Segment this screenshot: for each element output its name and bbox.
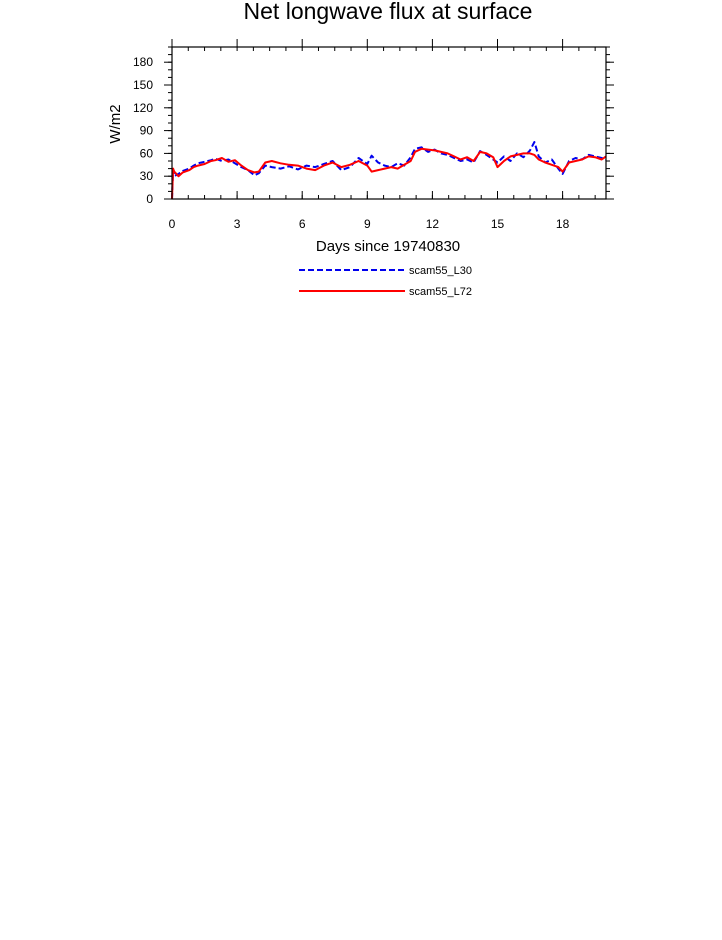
x-tick-label: 0: [169, 217, 176, 231]
x-tick-label: 12: [426, 217, 440, 231]
x-axis-label: Days since 19740830: [316, 238, 460, 255]
plot-border: [171, 46, 607, 200]
y-axis-label: W/m2: [107, 104, 124, 143]
x-tick-label: 18: [556, 217, 570, 231]
y-tick-label: 120: [133, 101, 153, 115]
y-tick-label: 150: [133, 78, 153, 92]
y-tick-label: 90: [140, 124, 154, 138]
y-tick-label: 0: [146, 192, 153, 206]
legend-label-0: scam55_L30: [409, 265, 472, 277]
x-tick-label: 9: [364, 217, 371, 231]
plot-area: [171, 141, 607, 200]
x-tick-label: 6: [299, 217, 306, 231]
y-tick-label: 60: [140, 146, 154, 160]
legend-label-1: scam55_L72: [409, 286, 472, 298]
legend: scam55_L30 scam55_L72: [299, 265, 472, 298]
x-tick-label: 3: [234, 217, 241, 231]
y-tick-label: 180: [133, 55, 153, 69]
chart-title: Net longwave flux at surface: [244, 0, 533, 24]
x-tick-label: 15: [491, 217, 505, 231]
series-line-0: [171, 141, 607, 200]
series-line-1: [171, 147, 607, 200]
y-tick-label: 30: [140, 169, 154, 183]
